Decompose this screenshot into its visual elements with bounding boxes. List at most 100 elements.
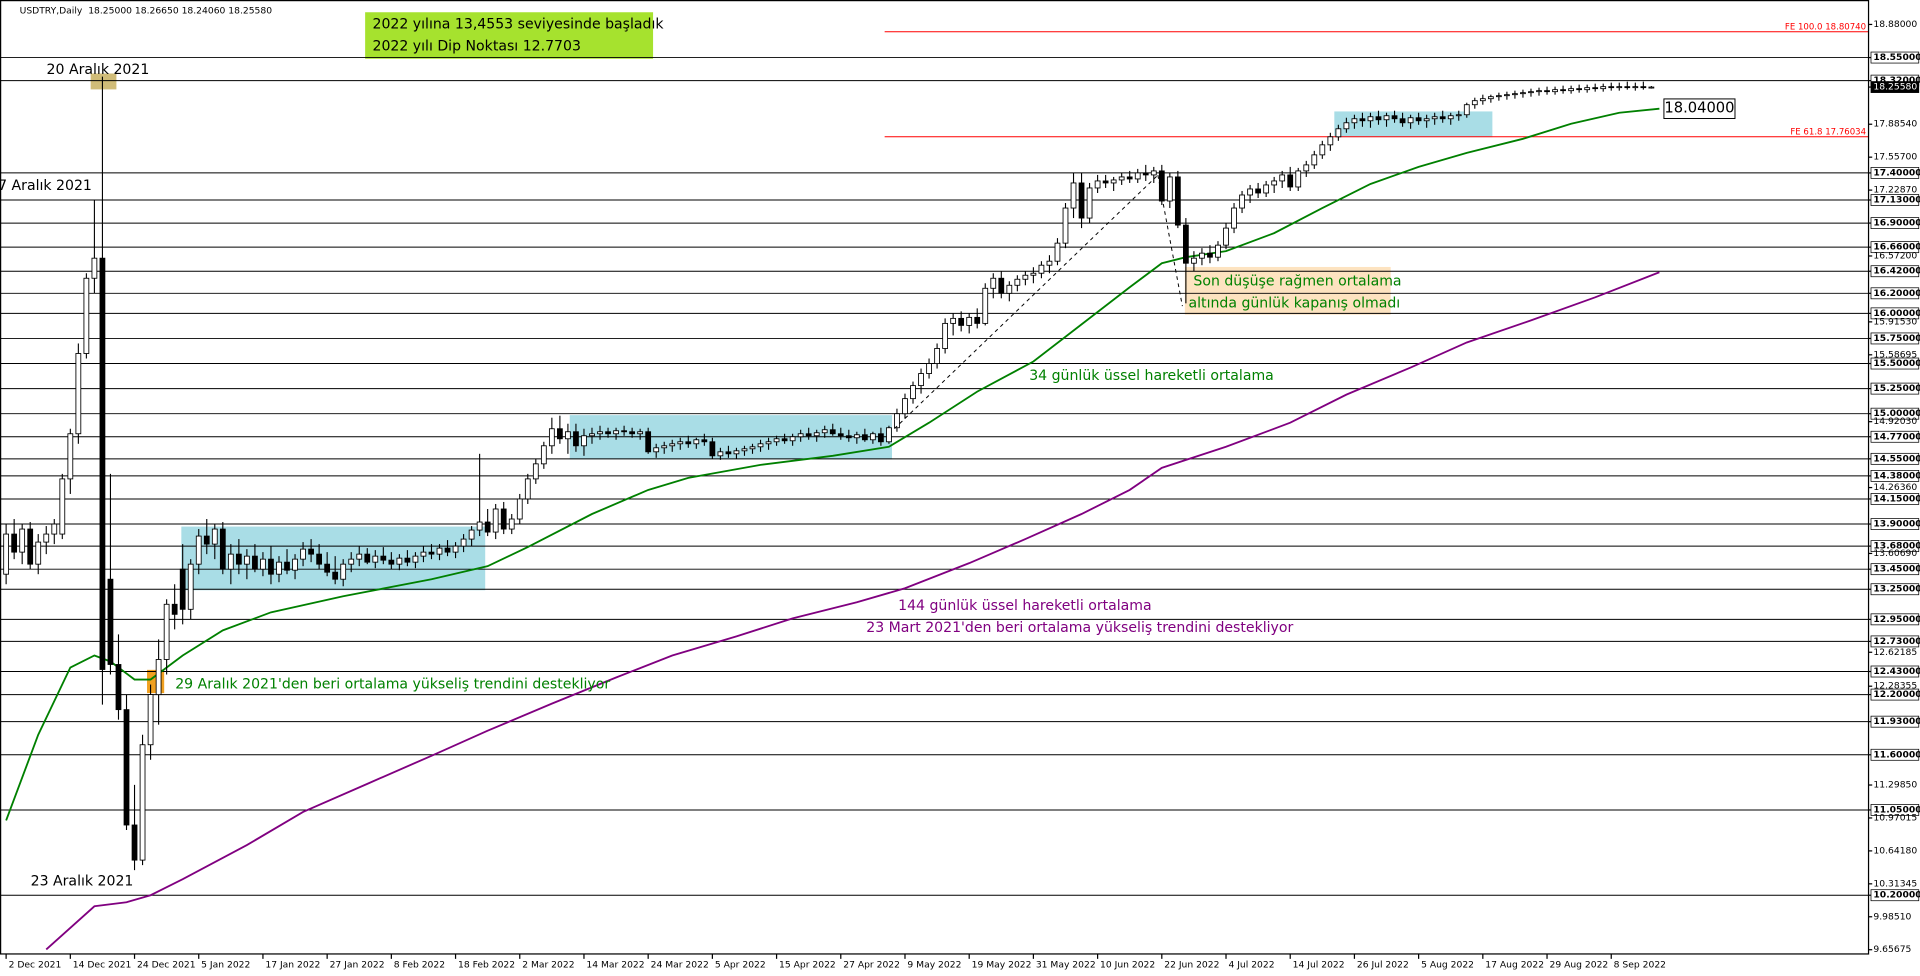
candle-body — [51, 523, 58, 535]
y-tick-label: 14.15000 — [1873, 493, 1920, 504]
candle-body — [1191, 257, 1197, 264]
candle-body — [557, 428, 563, 440]
candle-body — [1520, 92, 1526, 95]
candle-body — [468, 529, 475, 540]
candle-body — [741, 448, 748, 452]
x-tick-label: 5 Aug 2022 — [1421, 959, 1474, 970]
candle-body — [1487, 96, 1494, 100]
candle-body — [1295, 170, 1302, 188]
candle-body — [1118, 176, 1125, 181]
candle-body — [91, 257, 98, 279]
y-tick-box — [1870, 167, 1920, 179]
trend-line — [894, 174, 1159, 429]
candle-body — [235, 553, 242, 565]
y-tick-box — [1870, 194, 1920, 206]
candle-body — [524, 478, 531, 500]
candle-body — [1431, 116, 1438, 120]
candle-body — [974, 316, 981, 324]
candle-body — [1407, 117, 1414, 124]
candle-body — [1102, 180, 1109, 184]
candle-body — [1616, 86, 1623, 89]
frame — [0, 0, 1870, 955]
candle-body — [733, 450, 740, 455]
candle-body — [187, 563, 194, 610]
y-tick-label: 12.28355 — [1873, 681, 1917, 692]
y-tick-label: 18.25580 — [1873, 82, 1917, 93]
candle-body — [364, 553, 371, 563]
y-tick-box — [1870, 217, 1920, 229]
candle-body — [861, 434, 868, 441]
candle-body — [476, 521, 483, 531]
candle-body — [252, 555, 258, 570]
candle-body — [781, 438, 788, 442]
x-tick-label: 14 Dec 2021 — [73, 959, 132, 970]
x-tick-label: 10 Jun 2022 — [1100, 959, 1155, 970]
candle-body — [179, 568, 186, 610]
candle-body — [1006, 284, 1013, 294]
y-tick-box — [1870, 81, 1920, 93]
candle-body — [637, 431, 644, 435]
candle-body — [1038, 264, 1045, 274]
candle-body — [1447, 115, 1454, 120]
candle-body — [805, 433, 812, 437]
candle-body — [452, 545, 459, 553]
y-tick-label: 11.60000 — [1873, 749, 1920, 760]
note-box — [365, 12, 654, 59]
candle-body — [1134, 172, 1141, 180]
note: 23 Mart 2021'den beri ortalama yükseliş … — [866, 620, 1293, 636]
candle-body — [420, 551, 427, 557]
x-tick-label: 19 May 2022 — [972, 959, 1032, 970]
x-tick-label: 14 Jul 2022 — [1293, 959, 1345, 970]
y-tick-label: 12.20000 — [1873, 689, 1920, 700]
candle-body — [380, 555, 387, 561]
y-tick-box — [1870, 407, 1920, 420]
y-tick-label: 17.22870 — [1873, 185, 1917, 196]
candle-body — [195, 535, 202, 565]
y-tick-label: 17.40000 — [1873, 167, 1920, 178]
y-tick-label: 13.25000 — [1873, 584, 1920, 595]
candle-body — [1215, 244, 1221, 258]
ema-label-box — [1663, 98, 1736, 120]
candle-body — [1576, 88, 1583, 91]
x-tick-label: 8 Sep 2022 — [1614, 959, 1666, 970]
candle-body — [982, 287, 989, 324]
candle-body — [436, 547, 443, 555]
y-tick-label: 13.45000 — [1873, 564, 1920, 575]
candle-body — [260, 558, 266, 570]
candle-body — [1319, 144, 1326, 156]
candle-body — [918, 373, 924, 387]
symbol: USDTRY,Daily — [20, 6, 83, 17]
candle-body — [1271, 180, 1278, 186]
candle-body — [653, 447, 660, 453]
candle-body — [11, 533, 18, 553]
candle-body — [998, 277, 1005, 294]
candle-body — [1560, 89, 1566, 92]
candle-body — [83, 277, 90, 354]
candle-body — [1142, 172, 1149, 176]
y-tick-label: 12.62185 — [1873, 647, 1917, 658]
candle-body — [1247, 188, 1253, 196]
candle-body — [1086, 187, 1093, 219]
candle-body — [1110, 179, 1117, 184]
y-tick-label: 15.50000 — [1873, 358, 1920, 369]
candle-body — [1536, 90, 1542, 93]
candle-body — [789, 436, 796, 442]
note-box — [1184, 266, 1391, 315]
candle-body — [227, 553, 234, 570]
candle-body — [1199, 252, 1205, 259]
y-tick-box — [1870, 635, 1920, 648]
x-tick-label: 2 Dec 2021 — [9, 959, 62, 970]
x-tick-label: 5 Jan 2022 — [201, 959, 250, 970]
candle-body — [1640, 86, 1647, 89]
candle-body — [107, 578, 114, 665]
candle-body — [59, 478, 66, 535]
candle-body — [348, 558, 355, 565]
candle-body — [308, 548, 314, 555]
candle-body — [292, 558, 298, 571]
candle-body — [1479, 98, 1486, 102]
candle-body — [573, 431, 579, 447]
high-marker — [90, 73, 117, 90]
y-tick-label: 14.38000 — [1873, 470, 1920, 481]
candle-body — [372, 555, 379, 563]
